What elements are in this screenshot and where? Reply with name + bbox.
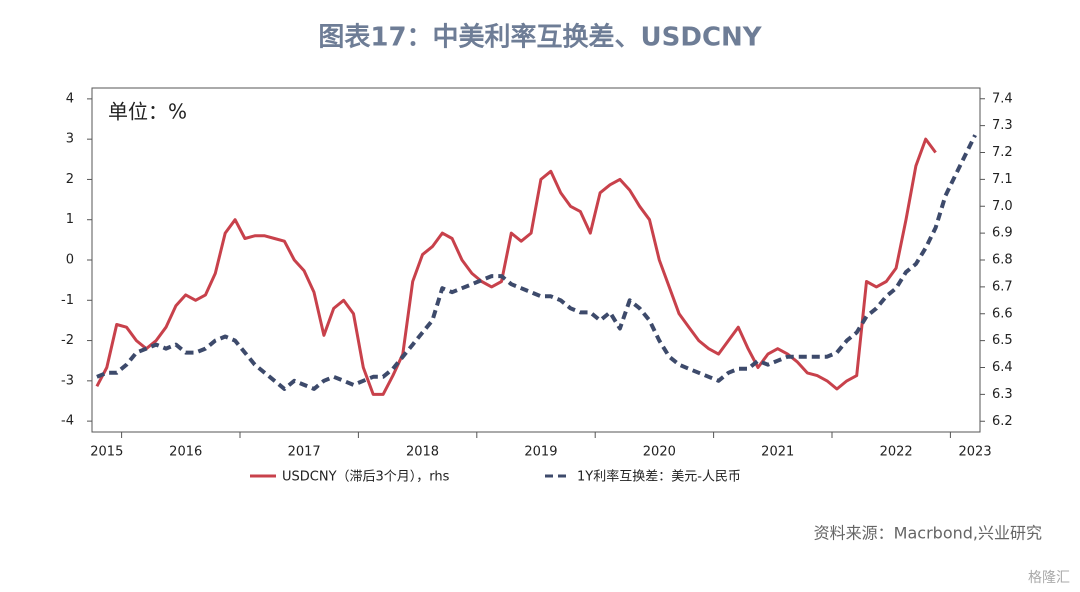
x-tick-label: 2016 <box>169 445 202 460</box>
legend-label: USDCNY（滞后3个月），rhs <box>282 470 450 485</box>
y2-tick-label: 7.0 <box>992 199 1013 214</box>
y2-tick-label: 6.4 <box>992 360 1013 375</box>
y2-tick-label: 6.7 <box>992 279 1013 294</box>
x-tick-label: 2018 <box>406 445 439 460</box>
y-tick-label: -4 <box>61 414 74 429</box>
x-tick-label: 2015 <box>90 445 123 460</box>
y-tick-label: 0 <box>66 253 74 268</box>
y2-tick-label: 6.3 <box>992 387 1013 402</box>
y2-tick-label: 6.8 <box>992 253 1013 268</box>
legend-label: 1Y利率互换差：美元-人民币 <box>577 469 741 485</box>
x-tick-label: 2023 <box>959 445 992 460</box>
x-tick-label: 2020 <box>643 445 676 460</box>
y2-tick-label: 6.5 <box>992 333 1013 348</box>
x-tick-label: 2022 <box>880 445 913 460</box>
y2-tick-label: 6.2 <box>992 414 1013 429</box>
series-line <box>96 134 977 391</box>
y2-tick-label: 6.6 <box>992 306 1013 321</box>
x-tick-label: 2017 <box>288 445 321 460</box>
y-tick-label: 3 <box>66 132 74 147</box>
x-tick-label: 2021 <box>761 445 794 460</box>
series-line <box>95 137 937 396</box>
source: 资料来源：Macrbond,兴业研究 <box>814 524 1042 543</box>
chart-title: 图表17：中美利率互换差、USDCNY <box>318 22 762 53</box>
y2-tick-label: 7.3 <box>992 118 1013 133</box>
y2-tick-label: 6.9 <box>992 226 1013 241</box>
y-tick-label: 1 <box>66 212 74 227</box>
x-tick-label: 2019 <box>524 445 557 460</box>
y-tick-label: -1 <box>61 293 74 308</box>
unit-annotation: 单位：% <box>108 100 187 124</box>
y2-tick-label: 7.1 <box>992 172 1013 187</box>
y2-tick-label: 7.4 <box>992 91 1013 106</box>
y-tick-label: -2 <box>61 333 74 348</box>
y-tick-label: 2 <box>66 172 74 187</box>
watermark: 格隆汇 <box>1028 570 1070 586</box>
y-tick-label: -3 <box>61 373 74 388</box>
y2-tick-label: 7.2 <box>992 145 1013 160</box>
y-tick-label: 4 <box>66 91 74 106</box>
